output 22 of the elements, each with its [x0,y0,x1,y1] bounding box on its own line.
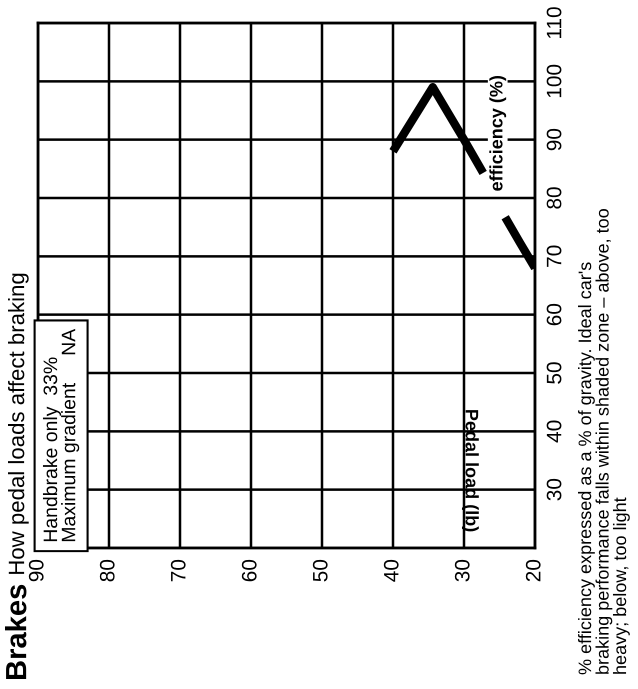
y-tick-label: 110 [546,7,562,38]
y-tick-label: 40 [546,420,562,442]
y-tick-label: 80 [546,187,562,209]
text: Brakes [5,584,26,680]
annotation: Handbrake only 33% Maximum gradient NA [42,328,80,542]
x-tick-label: 80 [100,560,115,582]
x-tick-label: 40 [384,560,399,582]
text: % efficiency expressed as a % of gravity. Ideal car's braking performance falls within shaded zone – above, too heavy; below, too light [578,209,630,674]
x-tick-label: 90 [28,560,44,582]
y-tick-label: 70 [546,246,562,267]
y-tick-label: 90 [546,128,562,150]
y-tick-label: 30 [546,478,562,500]
y-tick-label: 50 [546,362,562,384]
text: How pedal loads affect braking [8,274,29,574]
x-tick-label: 30 [454,560,470,582]
x-tick-label: 20 [526,560,541,582]
y-tick-label: 60 [546,304,562,326]
y-tick-label: 100 [546,64,562,98]
x-tick-label: 60 [242,560,257,582]
y-axis-title: efficiency (%) [489,76,506,191]
x-tick-label: 70 [170,560,186,582]
x-tick-label: 50 [312,560,328,582]
